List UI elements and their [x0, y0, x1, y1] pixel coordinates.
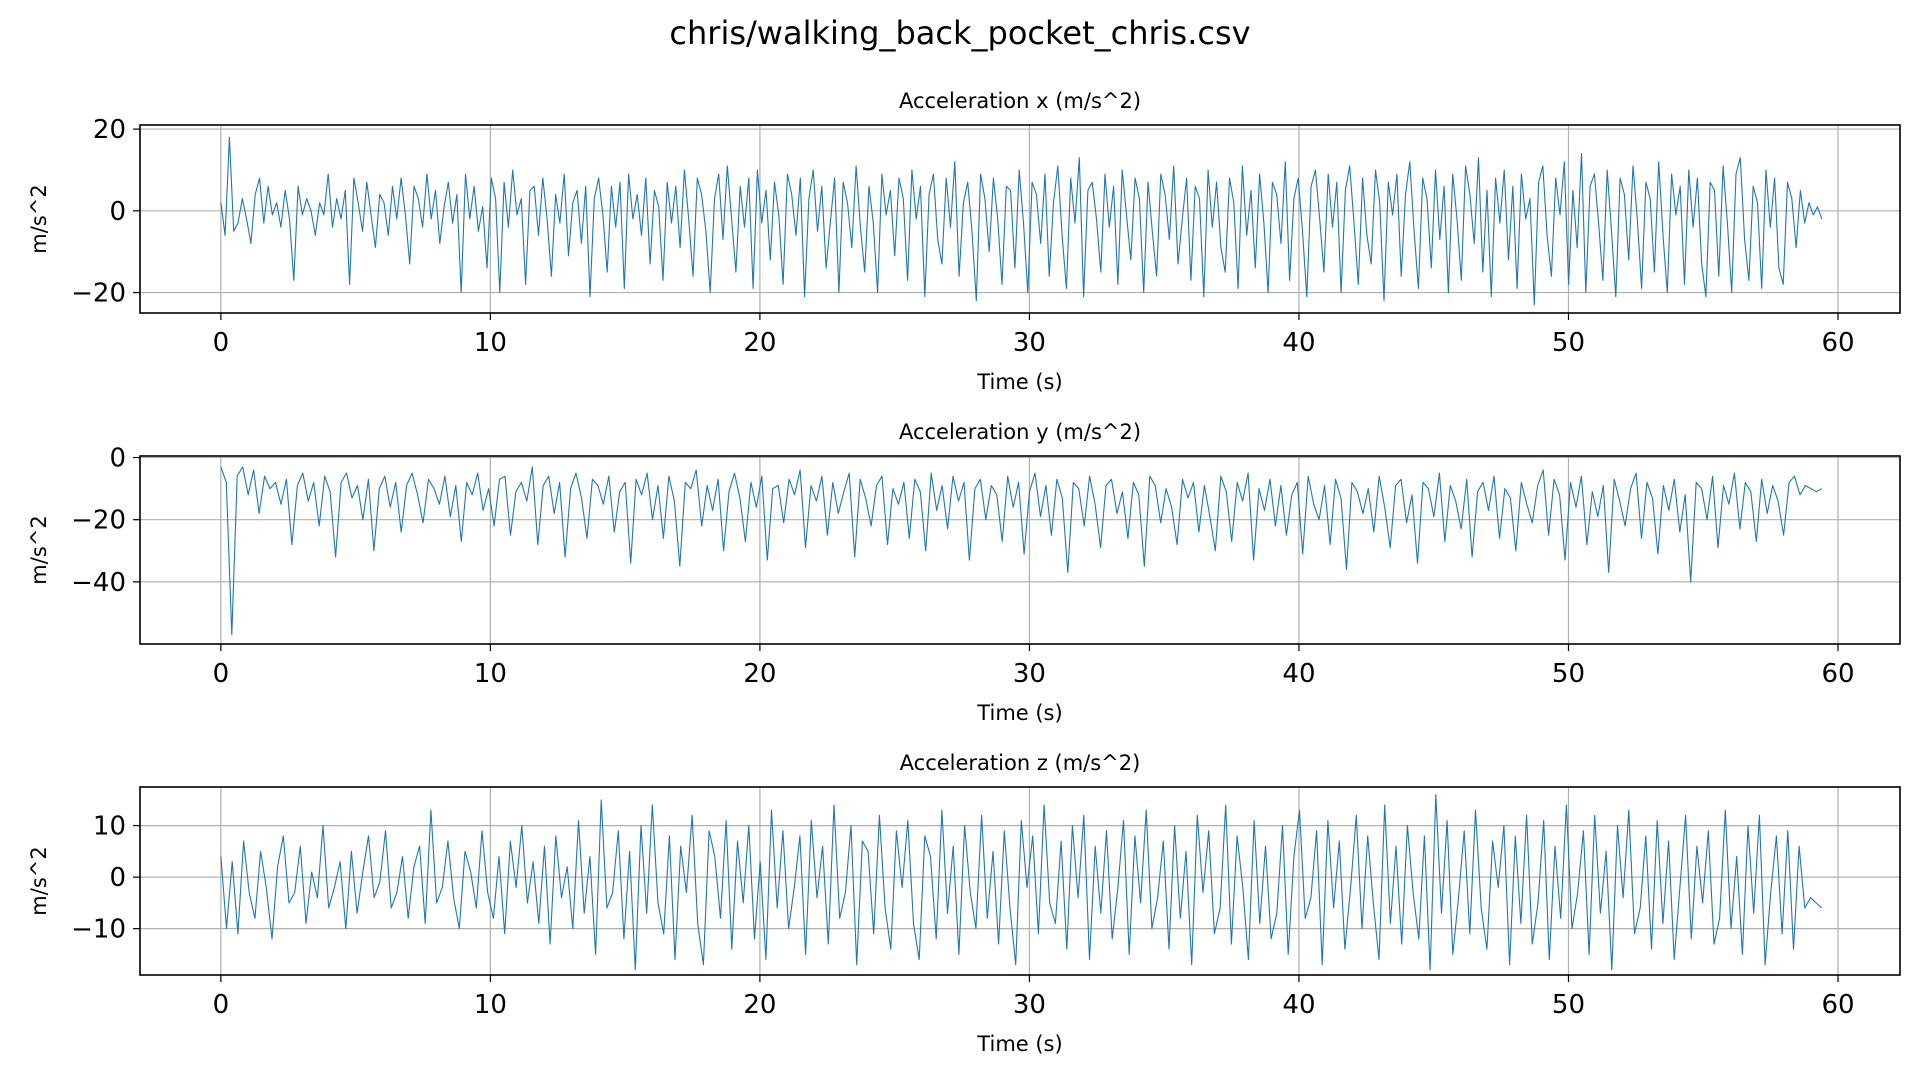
- y-tick-label: 0: [109, 863, 126, 893]
- x-tick-label: 50: [1552, 328, 1585, 358]
- y-tick-label: 0: [109, 197, 126, 227]
- subplot-title: Acceleration x (m/s^2): [899, 89, 1141, 113]
- y-axis-label: m/s^2: [27, 184, 51, 253]
- x-tick-label: 40: [1282, 990, 1315, 1020]
- x-tick-label: 30: [1013, 328, 1046, 358]
- y-tick-label: 0: [109, 444, 126, 474]
- y-tick-label: −20: [71, 506, 126, 536]
- x-tick-label: 0: [213, 659, 230, 689]
- x-tick-label: 0: [213, 990, 230, 1020]
- x-tick-label: 30: [1013, 990, 1046, 1020]
- series-line: [220, 136, 1823, 306]
- x-axis-label: Time (s): [976, 370, 1062, 394]
- x-tick-label: 50: [1552, 659, 1585, 689]
- x-tick-label: 10: [474, 990, 507, 1020]
- series-line: [220, 794, 1823, 971]
- x-tick-label: 40: [1282, 328, 1315, 358]
- axes-frame: [139, 786, 1901, 976]
- figure-title: chris/walking_back_pocket_chris.csv: [669, 14, 1251, 52]
- y-tick-label: −40: [71, 568, 126, 598]
- x-tick-label: 60: [1821, 990, 1854, 1020]
- axes-frame: [139, 455, 1901, 645]
- y-tick-label: 20: [93, 115, 126, 145]
- subplot-title: Acceleration z (m/s^2): [900, 751, 1141, 775]
- x-tick-label: 10: [474, 659, 507, 689]
- x-tick-label: 10: [474, 328, 507, 358]
- y-tick-label: −20: [71, 279, 126, 309]
- y-tick-label: 10: [93, 812, 126, 842]
- x-tick-label: 60: [1821, 328, 1854, 358]
- y-axis-label: m/s^2: [27, 515, 51, 584]
- x-tick-label: 20: [743, 659, 776, 689]
- x-tick-label: 20: [743, 328, 776, 358]
- x-tick-label: 30: [1013, 659, 1046, 689]
- axes-frame: [139, 124, 1901, 314]
- y-tick-label: −10: [71, 915, 126, 945]
- x-tick-label: 0: [213, 328, 230, 358]
- x-tick-label: 40: [1282, 659, 1315, 689]
- x-axis-label: Time (s): [976, 701, 1062, 725]
- x-tick-label: 20: [743, 990, 776, 1020]
- subplot-title: Acceleration y (m/s^2): [899, 420, 1141, 444]
- x-tick-label: 60: [1821, 659, 1854, 689]
- series-line: [220, 466, 1823, 636]
- y-axis-label: m/s^2: [27, 846, 51, 915]
- x-tick-label: 50: [1552, 990, 1585, 1020]
- x-axis-label: Time (s): [976, 1032, 1062, 1056]
